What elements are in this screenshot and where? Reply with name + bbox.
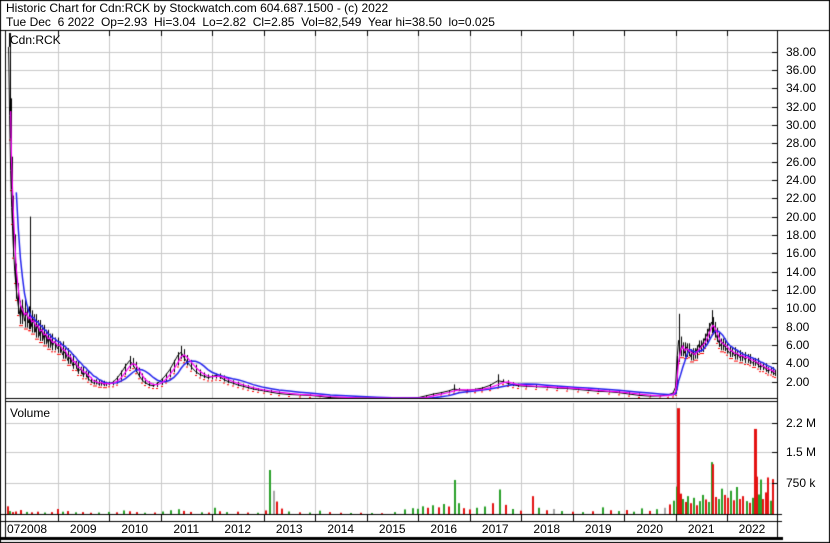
volume-axis-tick-label: 1.5 M xyxy=(786,444,817,459)
chart-title-line: Historic Chart for Cdn:RCK by Stockwatch… xyxy=(6,1,389,15)
price-axis-tick-label: 12.00 xyxy=(786,282,817,297)
time-axis-year-label: 2019 xyxy=(584,522,612,536)
symbol-label: Cdn:RCK xyxy=(10,33,61,47)
price-axis-tick-label: 10.00 xyxy=(786,301,817,316)
time-axis-year-label: 2022 xyxy=(738,522,766,536)
price-axis-tick-label: 30.00 xyxy=(786,117,817,132)
time-axis-year-label: 2012 xyxy=(224,522,252,536)
time-axis-year-label: 2011 xyxy=(173,522,200,536)
price-axis-tick-label: 24.00 xyxy=(786,172,817,187)
time-axis-year-label: 2015 xyxy=(378,522,406,536)
price-axis-tick-label: 18.00 xyxy=(786,227,817,242)
time-axis-year-label: 2018 xyxy=(533,522,561,536)
price-axis-tick-label: 32.00 xyxy=(786,99,817,114)
price-axis-tick-label: 22.00 xyxy=(786,191,817,206)
time-axis-year-label: 072008 xyxy=(7,522,48,536)
price-axis-tick-label: 6.00 xyxy=(786,337,810,352)
price-axis-tick-label: 34.00 xyxy=(786,81,817,96)
volume-axis-tick-label: 2.2 M xyxy=(786,415,817,430)
volume-pane-label: Volume xyxy=(10,406,51,420)
price-axis-tick-label: 4.00 xyxy=(786,356,810,371)
price-axis-tick-label: 38.00 xyxy=(786,44,817,59)
price-axis-tick-label: 8.00 xyxy=(786,319,810,334)
time-axis-year-label: 2020 xyxy=(636,522,664,536)
price-axis-tick-label: 26.00 xyxy=(786,154,817,169)
time-axis-year-label: 2017 xyxy=(481,522,509,536)
price-axis-tick-label: 20.00 xyxy=(786,209,817,224)
time-axis-year-label: 2009 xyxy=(69,522,97,536)
volume-axis-tick-label: 750 k xyxy=(786,475,816,490)
quote-summary-line: Tue Dec 6 2022 Op=2.93 Hi=3.04 Lo=2.82 C… xyxy=(6,15,495,29)
price-axis-tick-label: 16.00 xyxy=(786,246,817,261)
price-axis-tick-label: 14.00 xyxy=(786,264,817,279)
time-axis-year-label: 2016 xyxy=(430,522,458,536)
price-axis-tick-label: 2.00 xyxy=(786,374,810,389)
price-axis-tick-label: 36.00 xyxy=(786,62,817,77)
time-axis-year-label: 2014 xyxy=(327,522,355,536)
time-axis-year-label: 2021 xyxy=(687,522,715,536)
time-axis-year-label: 2010 xyxy=(121,522,149,536)
time-axis-year-label: 2013 xyxy=(275,522,303,536)
price-axis-tick-label: 28.00 xyxy=(786,136,817,151)
